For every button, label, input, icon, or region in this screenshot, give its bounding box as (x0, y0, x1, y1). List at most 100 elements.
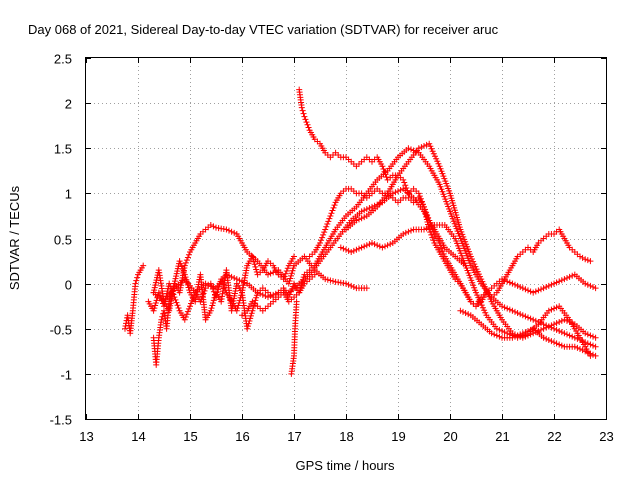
data-point (421, 203, 427, 210)
data-point (174, 268, 181, 275)
data-point (545, 282, 552, 289)
data-point (213, 294, 219, 301)
data-point (245, 320, 252, 327)
data-point (253, 294, 260, 301)
data-point (283, 267, 290, 274)
data-point (477, 273, 484, 280)
data-point (257, 290, 264, 297)
data-point (201, 287, 208, 294)
data-point (509, 307, 516, 314)
axis-ticks: 13 14 15 16 17 18 19 20 21 22 23 -1.5 -1 -0.5 0 0.5 1 1.5… (50, 52, 614, 445)
data-point (564, 317, 570, 324)
x-tick-label: 15 (183, 429, 197, 444)
data-point (231, 229, 238, 236)
data-point (356, 216, 362, 223)
data-point (374, 242, 381, 249)
data-point (345, 247, 352, 254)
data-point (181, 262, 188, 269)
x-tick-label: 18 (339, 429, 353, 444)
data-point (176, 258, 183, 265)
data-point (553, 279, 560, 286)
data-point (538, 286, 544, 293)
data-point (140, 262, 147, 269)
data-point (291, 253, 297, 260)
data-point (587, 341, 594, 348)
data-point (361, 243, 368, 250)
data-point (259, 291, 266, 298)
data-point (553, 326, 560, 333)
data-point (330, 278, 336, 285)
data-point (252, 263, 259, 270)
data-point (180, 268, 187, 275)
data-point (267, 270, 274, 277)
y-tick-label: -1 (60, 368, 72, 383)
data-point (519, 312, 526, 319)
y-tick-label: 2.5 (54, 52, 72, 67)
data-point (558, 342, 565, 349)
data-point (210, 297, 217, 304)
data-point (569, 272, 576, 279)
data-point (233, 276, 240, 283)
data-point (434, 158, 441, 165)
data-point (397, 186, 404, 193)
data-point (545, 323, 552, 330)
data-point (551, 280, 557, 287)
y-tick-label: 0.5 (54, 233, 72, 248)
data-point (548, 306, 555, 313)
data-point (474, 268, 481, 275)
data-point (301, 113, 308, 120)
data-point (413, 148, 420, 155)
data-point (499, 276, 505, 283)
data-point (496, 326, 503, 333)
data-point (183, 257, 190, 264)
x-tick-label: 14 (131, 429, 145, 444)
data-point (337, 244, 344, 251)
data-point (556, 341, 563, 348)
data-point (371, 241, 378, 248)
data-point (566, 332, 573, 339)
data-point (324, 276, 331, 283)
data-point (151, 284, 158, 291)
data-point (249, 253, 256, 260)
data-point (582, 280, 589, 287)
data-point (512, 308, 518, 315)
data-point (174, 302, 181, 309)
data-point (152, 279, 159, 286)
data-point (151, 305, 158, 312)
data-point (590, 342, 596, 349)
data-point (431, 153, 438, 160)
data-point (246, 318, 253, 325)
data-point (267, 293, 274, 300)
data-point (480, 281, 487, 288)
data-point (173, 299, 180, 306)
data-point (311, 271, 318, 278)
x-tick-label: 21 (495, 429, 509, 444)
data-point (345, 281, 352, 288)
data-point (538, 326, 544, 333)
data-point (369, 240, 375, 247)
data-point (366, 205, 373, 212)
data-point (287, 275, 294, 282)
data-point (122, 325, 128, 332)
data-point (522, 286, 529, 293)
data-point (517, 311, 524, 318)
data-point (247, 315, 254, 322)
data-point (356, 245, 362, 252)
data-point (543, 284, 550, 291)
data-point (527, 315, 534, 322)
series-i (311, 145, 599, 350)
data-point (207, 282, 214, 289)
y-tick-label: -0.5 (50, 323, 72, 338)
data-point (223, 226, 230, 233)
data-point (472, 263, 479, 270)
data-point (540, 325, 547, 332)
y-axis-label: SDTVAR / TECUs (7, 185, 22, 290)
data-point (506, 306, 513, 313)
data-point (178, 263, 185, 270)
data-point (483, 288, 490, 295)
data-point (488, 330, 495, 337)
data-point (423, 141, 430, 148)
data-point (430, 150, 437, 157)
data-point (322, 226, 329, 233)
